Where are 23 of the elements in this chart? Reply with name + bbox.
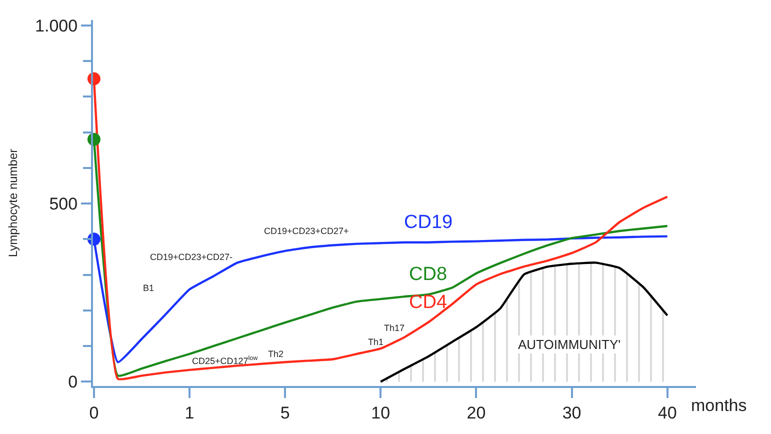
x-tick-label: 30 <box>562 403 582 422</box>
series-label: CD19 <box>404 212 453 233</box>
y-tick-label: 500 <box>49 194 78 214</box>
annotation: CD19+CD23+CD27+ <box>264 226 349 236</box>
y-tick-label: 1.000 <box>35 16 78 36</box>
x-tick-label: 10 <box>371 403 390 422</box>
annotation: CD25+CD127$^{low}$ <box>192 355 258 366</box>
x-tick-label: 20 <box>466 403 486 422</box>
x-tick-label: 5 <box>280 403 290 422</box>
annotation: Th1 <box>368 337 384 347</box>
y-axis-title: Lymphocyte number <box>6 148 20 258</box>
x-tick-label: 40 <box>658 403 677 422</box>
annotation: AUTOIMMUNITY' <box>518 337 621 352</box>
annotation: B1 <box>143 283 154 293</box>
x-tick-label: 1 <box>184 403 194 422</box>
y-tick-label: 0 <box>68 372 78 392</box>
x-axis-title: months <box>691 396 747 415</box>
annotation: Th2 <box>268 349 284 359</box>
series-label: CD4 <box>409 292 448 313</box>
annotation: CD19+CD23+CD27- <box>150 252 233 262</box>
x-tick-label: 0 <box>89 403 99 422</box>
series-label: CD8 <box>409 264 448 285</box>
annotation: Th17 <box>384 323 405 333</box>
